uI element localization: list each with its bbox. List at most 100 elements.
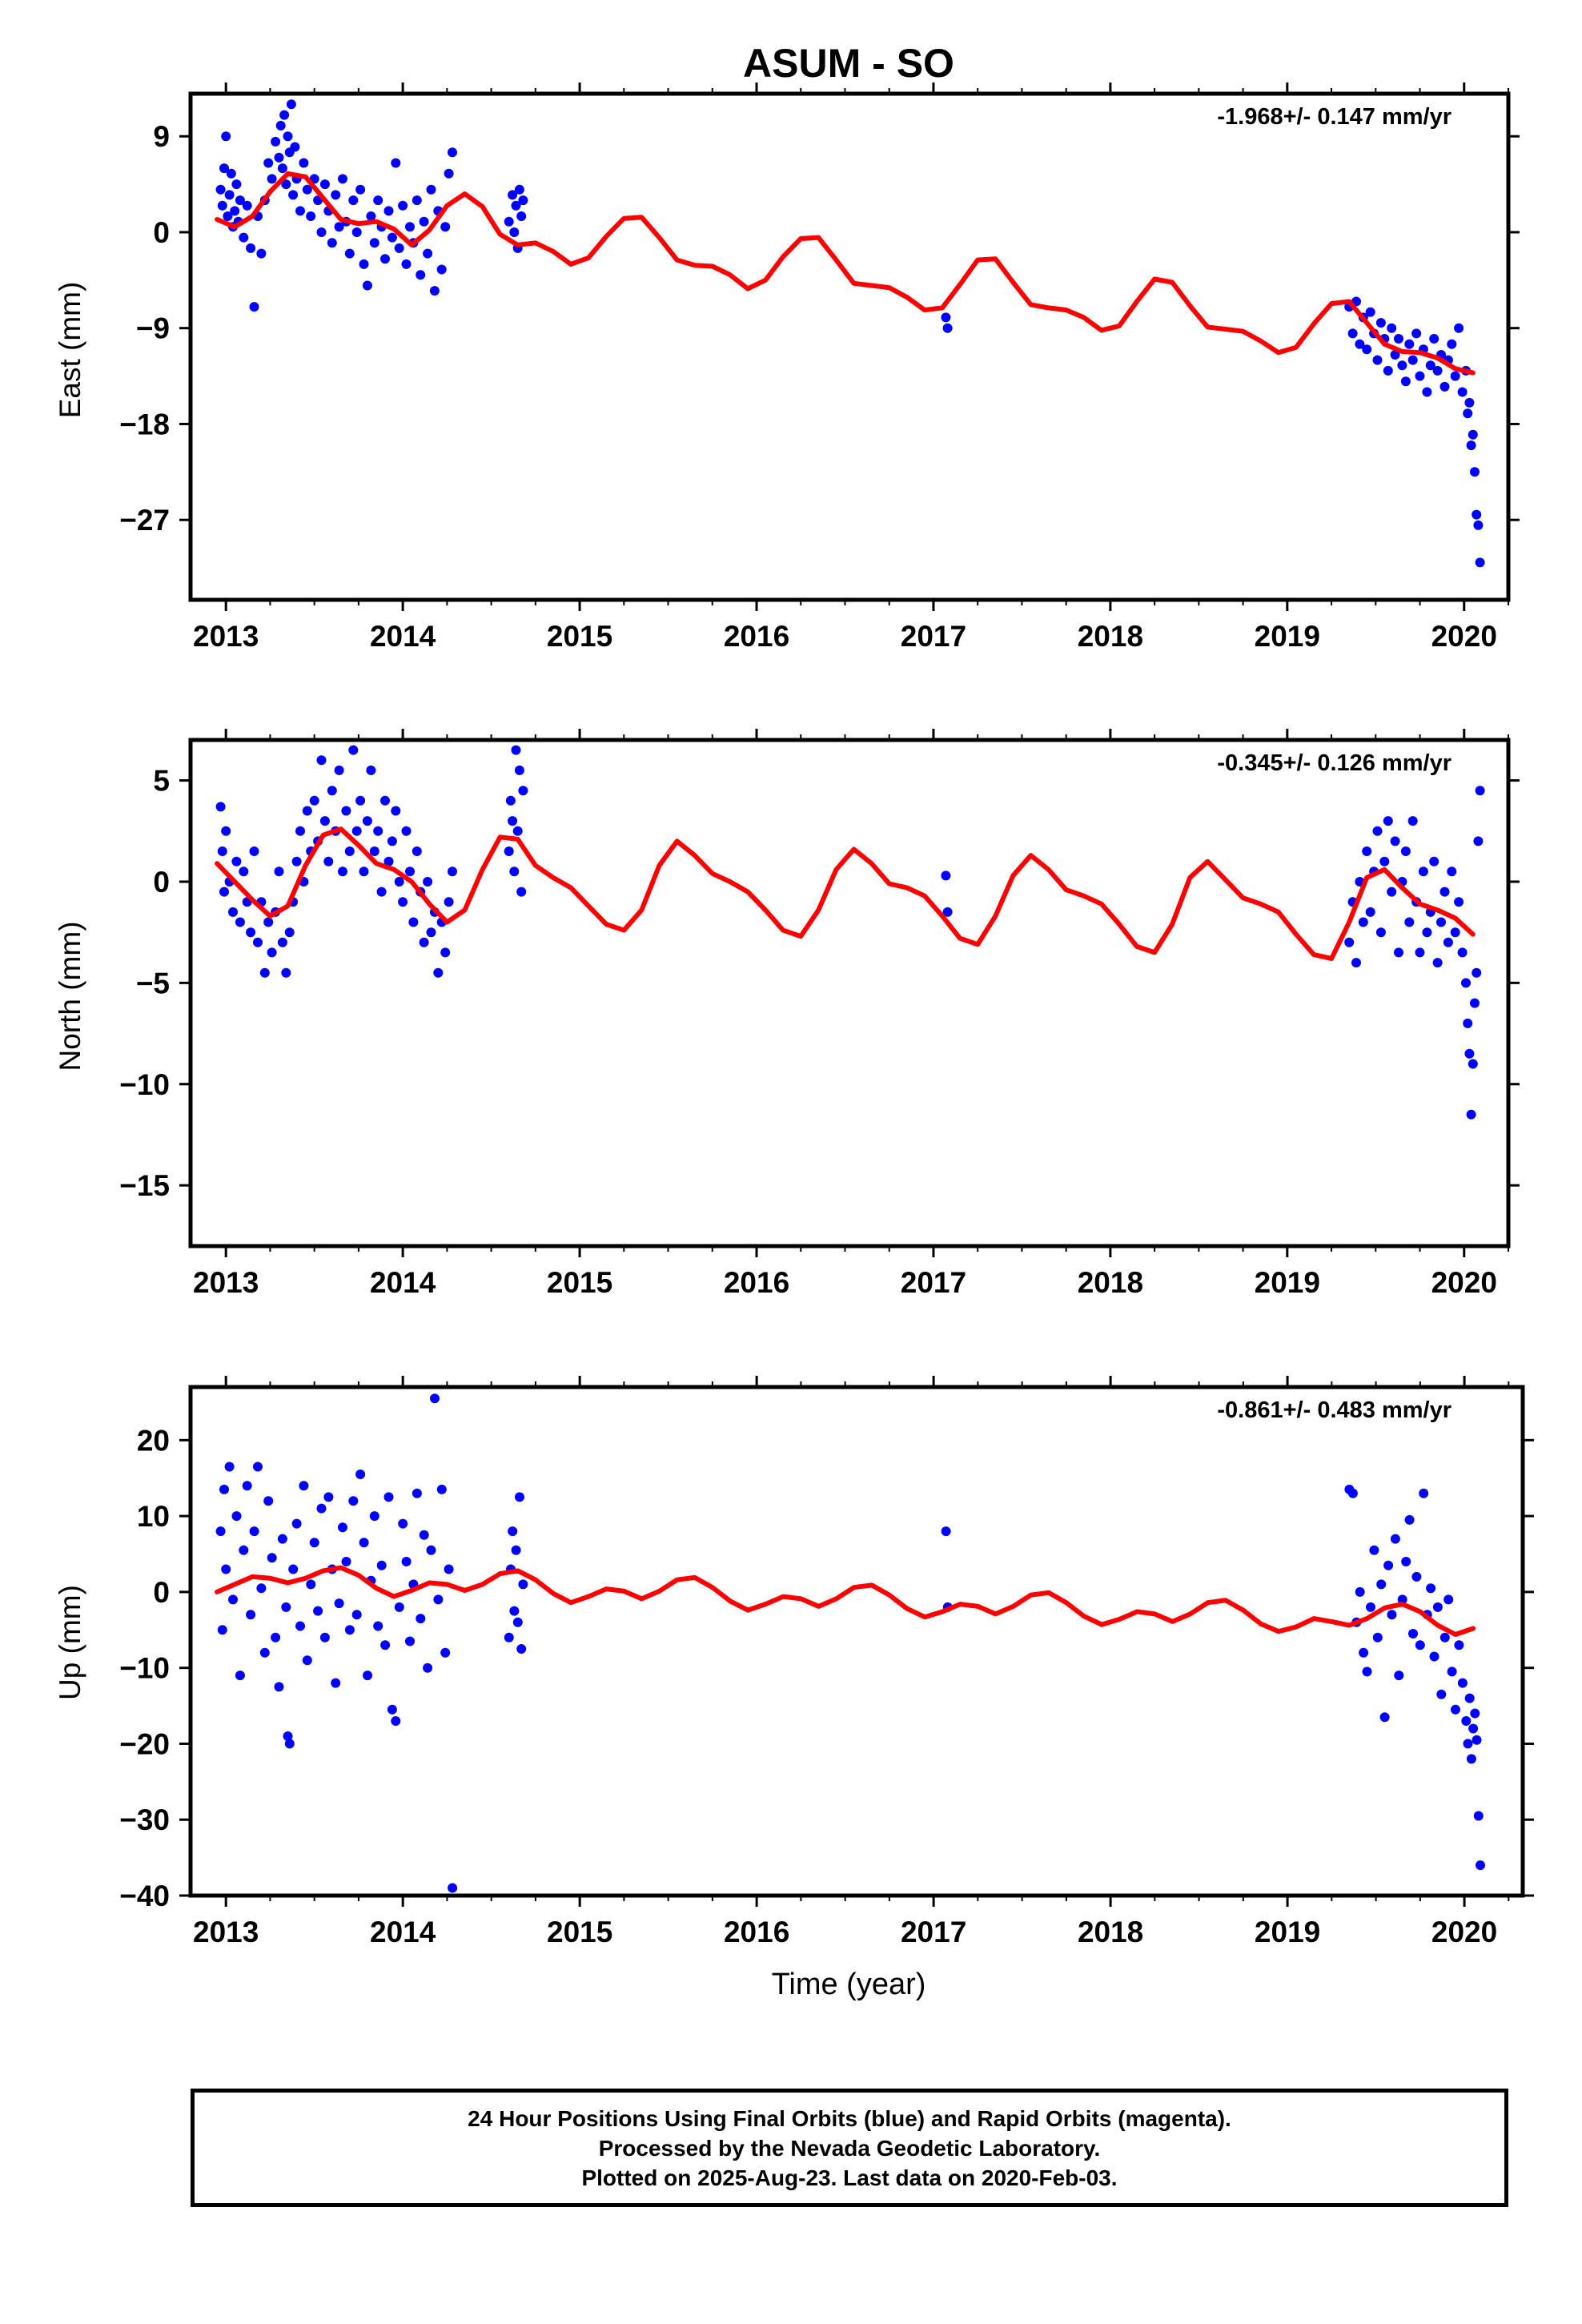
up-data-point bbox=[291, 1518, 302, 1529]
north-data-point bbox=[1372, 826, 1383, 836]
north-data-point bbox=[231, 856, 242, 866]
north-data-point bbox=[362, 816, 372, 826]
east-x-tick-label: 2018 bbox=[1078, 620, 1143, 653]
up-data-point bbox=[231, 1511, 242, 1522]
east-data-point bbox=[1470, 467, 1480, 477]
east-data-point bbox=[327, 238, 337, 248]
footer-line-2: Processed by the Nevada Geodetic Laborat… bbox=[598, 2135, 1101, 2161]
east-data-point bbox=[219, 163, 229, 174]
north-model-curve bbox=[215, 826, 1476, 961]
east-data-point bbox=[1383, 365, 1393, 376]
north-data-point bbox=[1463, 1018, 1473, 1028]
up-data-point bbox=[1473, 1811, 1484, 1821]
up-data-point bbox=[263, 1496, 274, 1506]
up-data-point bbox=[1443, 1594, 1454, 1605]
north-data-point bbox=[221, 826, 231, 836]
east-data-point bbox=[373, 195, 383, 206]
north-data-point bbox=[518, 786, 528, 796]
east-data-point bbox=[508, 190, 518, 200]
north-data-point bbox=[249, 846, 259, 856]
up-data-point bbox=[338, 1522, 347, 1533]
north-data-point bbox=[433, 967, 444, 978]
up-rate-label: -0.861+/- 0.483 mm/yr bbox=[1217, 1397, 1452, 1423]
north-data-point bbox=[405, 866, 415, 877]
north-data-point bbox=[291, 856, 302, 866]
north-data-point bbox=[366, 765, 376, 775]
up-data-point bbox=[1415, 1640, 1425, 1651]
up-data-point bbox=[259, 1647, 270, 1658]
north-x-tick-label: 2016 bbox=[724, 1266, 789, 1299]
east-data-point bbox=[942, 323, 953, 333]
north-data-point bbox=[228, 907, 238, 917]
north-rate-label: -0.345+/- 0.126 mm/yr bbox=[1217, 750, 1452, 776]
up-data-point bbox=[344, 1625, 355, 1635]
up-data-point bbox=[412, 1488, 422, 1498]
up-data-point bbox=[228, 1594, 238, 1605]
east-data-point bbox=[1475, 557, 1485, 568]
up-data-point bbox=[383, 1492, 394, 1502]
north-y-axis-label: North (mm) bbox=[54, 921, 86, 1071]
east-data-point bbox=[1464, 397, 1475, 408]
up-x-tick-label: 2013 bbox=[193, 1916, 259, 1948]
east-data-point bbox=[1390, 350, 1400, 360]
east-y-tick-label: 0 bbox=[153, 216, 170, 249]
north-data-point bbox=[1429, 856, 1439, 866]
north-data-point bbox=[246, 927, 256, 938]
up-data-point bbox=[217, 1625, 227, 1635]
east-data-point bbox=[440, 222, 451, 232]
up-data-point bbox=[1476, 1860, 1485, 1871]
up-data-point bbox=[504, 1632, 514, 1642]
east-data-point bbox=[405, 222, 415, 232]
east-data-point bbox=[1473, 520, 1484, 530]
east-data-point bbox=[1447, 339, 1457, 349]
north-y-tick-label: 5 bbox=[153, 765, 170, 798]
up-data-point bbox=[394, 1602, 404, 1612]
north-data-point bbox=[1470, 998, 1480, 1008]
up-data-point bbox=[1379, 1712, 1390, 1723]
north-data-point bbox=[408, 917, 419, 927]
east-y-axis-label: East (mm) bbox=[54, 282, 86, 419]
up-data-point bbox=[509, 1606, 520, 1616]
east-data-point bbox=[516, 211, 527, 221]
north-data-point bbox=[1383, 816, 1393, 826]
east-data-point bbox=[1372, 355, 1383, 365]
east-data-point bbox=[351, 227, 362, 237]
north-data-point bbox=[398, 897, 408, 907]
north-y-tick-label: −5 bbox=[136, 967, 170, 999]
north-data-point bbox=[373, 826, 383, 836]
up-x-tick-label: 2018 bbox=[1078, 1916, 1143, 1948]
up-data-point bbox=[1411, 1571, 1422, 1582]
up-y-tick-label: −40 bbox=[119, 1880, 170, 1912]
north-data-point bbox=[380, 795, 390, 806]
north-x-tick-label: 2015 bbox=[547, 1266, 612, 1299]
up-x-tick-label: 2015 bbox=[547, 1916, 612, 1948]
east-data-point bbox=[263, 158, 274, 168]
north-data-point bbox=[942, 907, 953, 917]
east-data-point bbox=[511, 200, 521, 211]
up-data-point bbox=[416, 1614, 426, 1624]
north-data-point bbox=[295, 826, 305, 836]
east-data-point bbox=[246, 243, 256, 253]
north-data-point bbox=[1351, 958, 1361, 968]
east-data-point bbox=[1466, 440, 1476, 451]
east-data-point bbox=[1439, 381, 1450, 392]
north-data-point bbox=[355, 795, 366, 806]
north-data-point bbox=[348, 745, 359, 755]
up-data-point bbox=[1376, 1579, 1387, 1590]
up-y-tick-label: −30 bbox=[119, 1803, 170, 1836]
up-data-point bbox=[1466, 1754, 1476, 1764]
north-data-point bbox=[319, 816, 330, 826]
north-data-point bbox=[1358, 917, 1368, 927]
north-data-point bbox=[512, 826, 523, 836]
east-data-point bbox=[1457, 387, 1468, 397]
north-data-point bbox=[448, 866, 457, 877]
up-data-point bbox=[271, 1632, 281, 1642]
north-panel: -0.345+/- 0.126 mm/yr North (mm) 2013 201… bbox=[54, 729, 1520, 1299]
north-data-point bbox=[219, 887, 229, 897]
north-data-point bbox=[267, 947, 277, 958]
north-data-point bbox=[277, 937, 287, 947]
up-y-tick-label: −20 bbox=[119, 1727, 170, 1760]
up-data-point bbox=[401, 1557, 412, 1566]
north-data-point bbox=[1404, 917, 1415, 927]
up-data-point bbox=[1439, 1632, 1450, 1642]
